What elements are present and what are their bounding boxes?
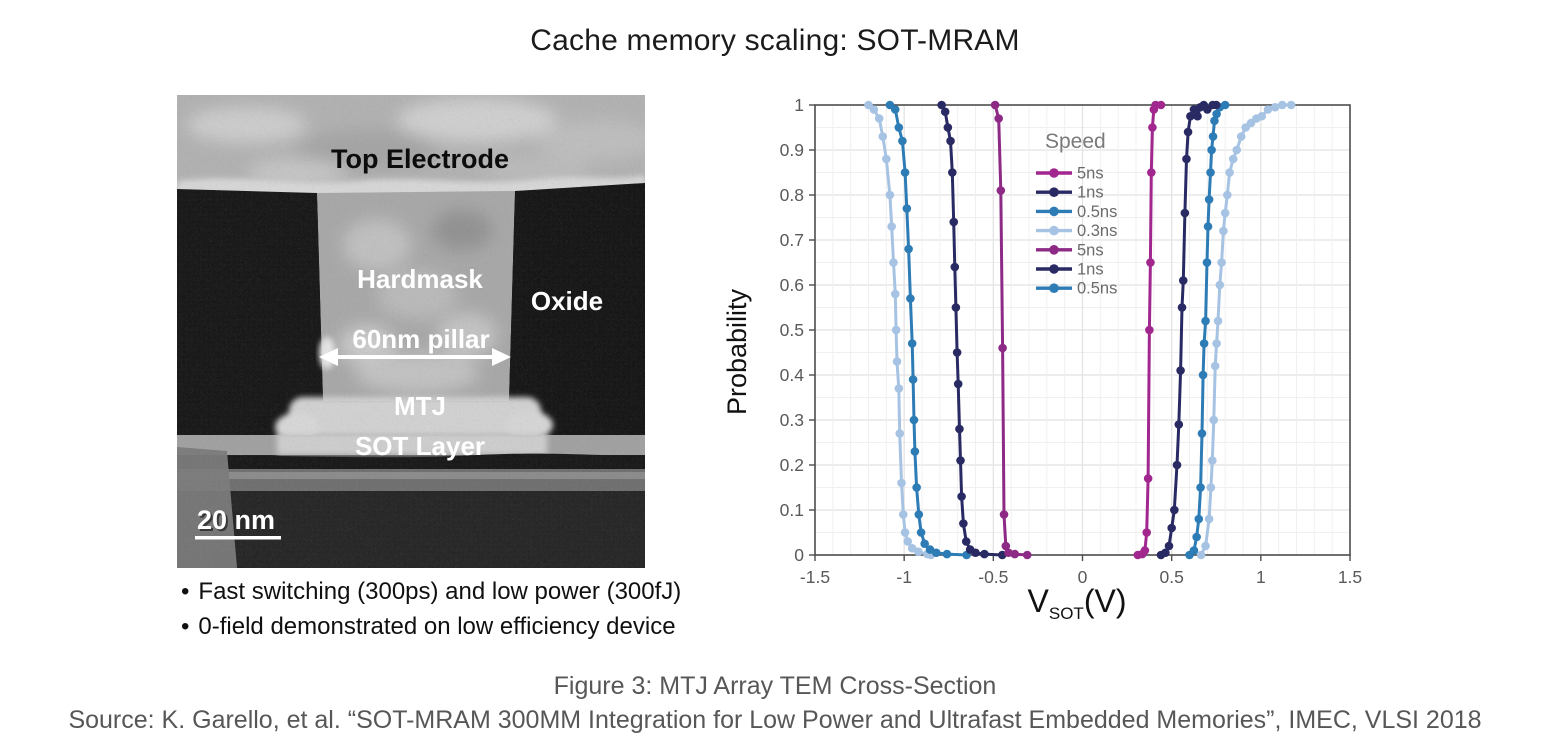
tem-image: Top Electrode Hardmask Oxide 60nm pillar… [177,95,657,568]
tem-cross-section: Top Electrode Hardmask Oxide 60nm pillar… [177,95,657,568]
chart-axes: 0 0.1 0.2 0.3 0.4 0.5 0.6 0.7 0.8 0.9 1 -1.5 -1 -0.5 0… [780,95,1362,587]
y-tick-label: 0.6 [780,275,804,295]
x-tick-label: 0 [1078,567,1088,587]
y-tick-label: 0.9 [780,140,804,160]
label-top-electrode: Top Electrode [331,144,509,174]
chart-series-0.3ns-negative [864,100,936,560]
label-mtj: MTJ [394,391,446,421]
legend-entry-label: 5ns [1077,165,1104,183]
bullet-marker: • [181,613,190,640]
x-tick-label: -1.5 [800,567,830,587]
bullet-item: • 0-field demonstrated on low efficiency … [181,609,681,644]
chart-series-0.5ns-negative [885,100,971,560]
bullet-marker: • [181,578,190,605]
label-oxide: Oxide [531,286,603,316]
legend-entry-label: 0.5ns [1077,203,1117,221]
x-tick-label: 0.5 [1160,567,1184,587]
chart-series-1ns-positive [1156,100,1221,560]
y-tick-label: 0.3 [780,410,804,430]
scale-bar-label: 20 nm [197,505,275,535]
x-tick-label: 1.5 [1338,567,1362,587]
bullet-text: 0-field demonstrated on low efficiency d… [198,613,676,640]
legend-title: Speed [1045,130,1106,153]
label-hardmask: Hardmask [357,264,483,294]
y-tick-label: 1 [794,95,804,115]
label-pillar: 60nm pillar [352,324,489,354]
y-axis-label: Probability [722,288,752,415]
y-tick-label: 0.8 [780,185,804,205]
chart-series-0.3ns-positive [1196,100,1296,560]
scale-bar-shadow: 20 nm [199,507,277,537]
x-tick-label: -1 [896,567,912,587]
y-tick-label: 0.7 [780,230,804,250]
x-tick-label: 1 [1256,567,1266,587]
x-axis-label: VSOT(V) [1028,583,1127,620]
bullet-text: Fast switching (300ps) and low power (30… [198,578,682,605]
legend-entry-label: 0.5ns [1077,280,1117,298]
chart-series-5ns-positive [1133,100,1166,560]
bullet-list: • Fast switching (300ps) and low power (3… [181,574,681,644]
legend-entry-label: 1ns [1077,261,1104,279]
y-tick-label: 0 [794,545,804,565]
figure-caption: Figure 3: MTJ Array TEM Cross-Section [553,672,997,700]
y-tick-label: 0.1 [780,500,804,520]
legend-entry-label: 5ns [1077,241,1104,259]
label-sot-layer: SOT Layer [355,431,485,461]
y-tick-label: 0.2 [780,455,804,475]
source-caption: Source: K. Garello, et al. “SOT-MRAM 300… [68,706,1482,734]
y-tick-label: 0.4 [780,365,805,385]
chart-series-0.5ns-positive [1185,100,1230,560]
tem-grain [177,95,645,568]
page-title: Cache memory scaling: SOT-MRAM [530,24,1020,57]
x-tick-label: -0.5 [978,567,1008,587]
pillar-width-arrow [319,348,511,366]
chart-series-1ns-negative [937,100,1007,560]
legend-entry-label: 0.3ns [1077,222,1117,240]
switching-probability-chart: 0 0.1 0.2 0.3 0.4 0.5 0.6 0.7 0.8 0.9 1 -1.5 -1 -0.5 0… [722,95,1362,620]
bullet-item: • Fast switching (300ps) and low power (3… [181,574,681,609]
legend-entry-label: 1ns [1077,184,1104,202]
scale-bar-line [195,536,281,540]
y-tick-label: 0.5 [780,320,804,340]
chart-series-5ns-negative [990,100,1032,560]
